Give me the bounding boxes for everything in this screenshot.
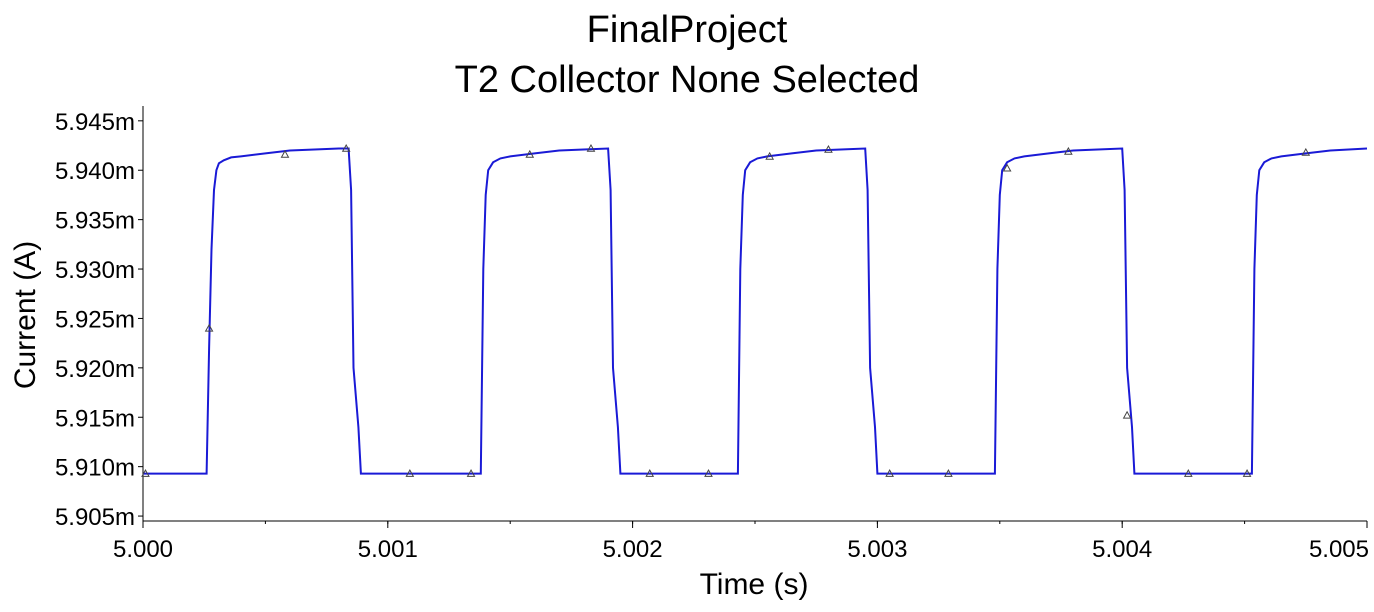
data-point-marker [1242,469,1252,477]
data-point-marker [525,149,535,158]
y-tick-label: 5.930m [55,257,135,284]
x-axis-label: Time (s) [700,568,809,601]
y-tick-label: 5.920m [55,356,135,383]
y-axis-label: Current (A) [9,241,42,389]
data-point-marker [1183,469,1193,477]
y-tick-label: 5.905m [55,504,135,531]
data-point-marker [280,149,290,158]
data-point-marker [765,151,775,160]
data-point-marker [204,323,214,332]
data-point-marker [1301,147,1311,156]
data-point-marker [885,469,894,477]
data-point-marker [1122,410,1132,419]
data-point-marker [466,469,476,477]
x-tick-label: 5.002 [603,536,663,563]
marker-group [141,143,1311,477]
x-tick-label: 5.000 [113,536,173,563]
data-point-marker [704,469,713,477]
chart-title: FinalProject [587,9,788,51]
y-tick-label: 5.940m [55,158,135,185]
data-point-marker [944,469,953,477]
axes [142,106,1367,522]
data-point-marker [141,469,150,477]
series-group [143,147,1368,475]
ticks: 5.000 5.001 5.002 5.003 5.004 5.005 5.905m 5.91… [55,109,1369,563]
x-tick-label: 5.005 [1309,536,1369,563]
y-tick-label: 5.915m [55,405,135,432]
data-point-marker [1002,163,1012,172]
chart-subtitle: T2 Collector None Selected [455,59,920,101]
data-point-marker [824,144,833,153]
x-tick-label: 5.001 [358,536,418,563]
data-point-marker [586,143,596,152]
x-tick-label: 5.003 [847,536,907,563]
y-tick-label: 5.935m [55,208,135,235]
y-tick-label: 5.945m [55,109,135,136]
series-line-0 [143,147,1368,475]
data-point-marker [1063,146,1073,155]
y-tick-label: 5.910m [55,455,135,482]
data-point-marker [645,469,655,477]
x-tick-label: 5.004 [1092,536,1152,563]
y-tick-label: 5.925m [55,306,135,333]
data-point-marker [341,143,351,152]
data-point-marker [405,469,415,477]
